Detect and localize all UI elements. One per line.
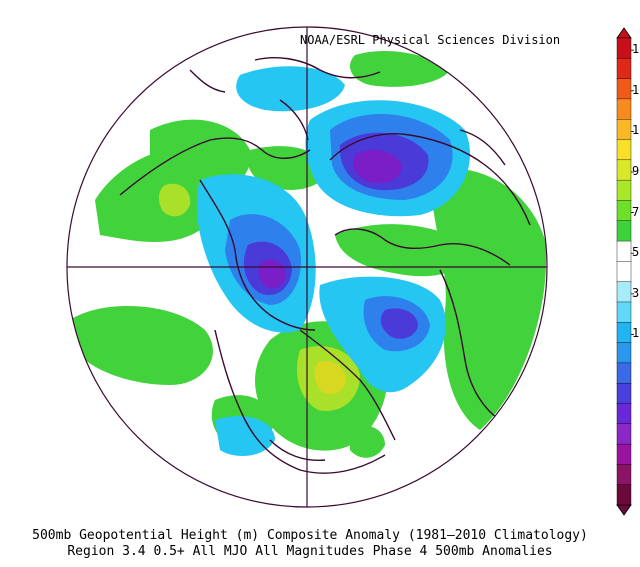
negative-anomaly-atlantic-deep [380,308,418,339]
colorbar-swatch [616,403,632,425]
colorbar-swatch [616,484,632,506]
negative-anomaly-siberia-peak [353,149,402,184]
colorbar-swatch [616,342,632,364]
colorbar-swatch [616,423,632,445]
colorbar-swatch [616,37,632,60]
colorbar-tick-label: 3 [632,285,640,300]
colorbar-swatch [616,362,632,384]
positive-anomaly-russia-top [350,50,450,87]
colorbar-tick-label: 1 [632,326,640,341]
colorbar-swatch [616,179,632,202]
colorbar-swatch [616,98,632,120]
colorbar-swatch [616,301,632,323]
colorbar-swatch [616,78,632,100]
colorbar-swatch [616,139,632,161]
colorbar-tick-label: 7 [632,204,640,219]
colorbar-top-arrow [616,27,632,39]
colorbar-swatch [616,159,632,181]
colorbar-swatch [616,382,632,405]
colorbar-swatch [616,443,632,466]
positive-anomaly-atlantic-east [430,168,547,430]
map-boundary [66,26,548,508]
colorbar-tick-label: 9 [632,164,640,178]
positive-anomaly-pacific-south [70,306,213,385]
colorbar-tick-label: 1 [632,82,640,97]
caption-line-1: 500mb Geopotential Height (m) Composite … [32,528,588,543]
positive-anomaly-peak [314,360,346,395]
coastlines [119,57,531,474]
colorbar-swatch [616,200,632,222]
colorbar-swatch [616,261,632,283]
colorbar-tick-label: 5 [632,245,640,260]
negative-anomaly-south [215,416,275,456]
credit-label: NOAA/ESRL Physical Sciences Division [300,33,561,47]
colorbar-swatch [616,119,632,141]
colorbar-swatch [616,464,632,486]
colorbar-swatch [616,322,632,344]
positive-anomaly-europe [335,224,470,277]
colorbar-tick-label: 1 [632,123,640,138]
colorbar-tick-label: 1 [632,42,640,57]
colorbar-swatch [616,240,632,263]
negative-anomaly-arctic-top [236,66,345,112]
colorbar [616,27,634,516]
positive-anomaly-pacific-core [158,183,191,217]
colorbar-bottom-arrow [616,504,632,516]
positive-anomaly-gulf [350,425,385,458]
colorbar-swatch [616,220,632,242]
colorbar-swatch [616,281,632,303]
colorbar-swatch [616,58,632,80]
caption-line-2: Region 3.4 0.5+ All MJO All Magnitudes P… [67,544,553,559]
